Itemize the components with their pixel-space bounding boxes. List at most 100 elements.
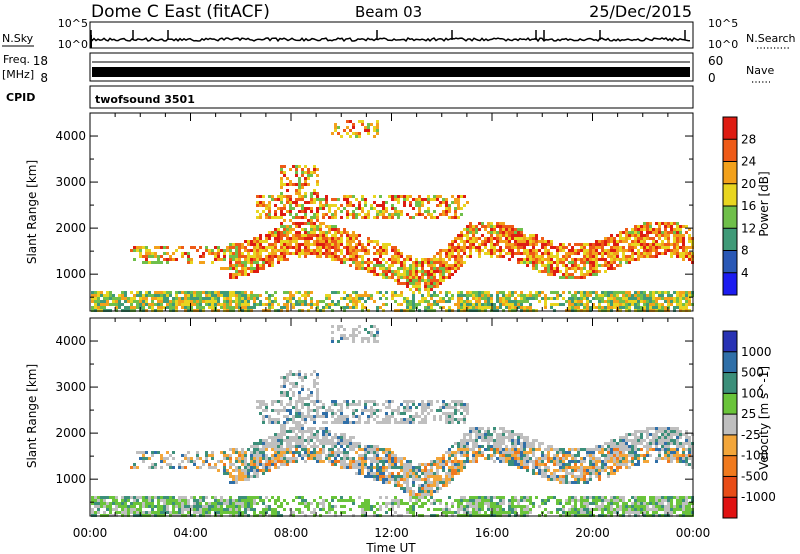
echo-cell bbox=[295, 231, 298, 234]
echo-cell bbox=[289, 445, 292, 448]
echo-cell bbox=[379, 475, 382, 478]
echo-cell bbox=[112, 508, 115, 511]
echo-cell bbox=[418, 288, 421, 291]
echo-cell bbox=[454, 451, 457, 454]
echo-cell bbox=[631, 255, 634, 258]
echo-cell bbox=[457, 261, 460, 264]
echo-cell bbox=[640, 243, 643, 246]
echo-cell bbox=[142, 505, 145, 508]
echo-cell bbox=[574, 297, 577, 300]
echo-cell bbox=[421, 279, 424, 282]
echo-cell bbox=[316, 394, 319, 397]
echo-cell bbox=[679, 303, 682, 306]
echo-cell bbox=[232, 481, 235, 484]
echo-cell bbox=[445, 421, 448, 424]
echo-cell bbox=[280, 400, 283, 403]
echo-cell bbox=[466, 231, 469, 234]
echo-cell bbox=[139, 300, 142, 303]
echo-cell bbox=[391, 508, 394, 511]
echo-cell bbox=[238, 261, 241, 264]
echo-cell bbox=[442, 463, 445, 466]
echo-cell bbox=[160, 246, 163, 249]
echo-cell bbox=[379, 255, 382, 258]
echo-cell bbox=[448, 511, 451, 514]
echo-cell bbox=[367, 216, 370, 219]
echo-cell bbox=[472, 427, 475, 430]
echo-cell bbox=[409, 216, 412, 219]
echo-cell bbox=[448, 406, 451, 409]
echo-cell bbox=[289, 246, 292, 249]
echo-cell bbox=[304, 451, 307, 454]
echo-cell bbox=[196, 291, 199, 294]
echo-cell bbox=[451, 406, 454, 409]
echo-cell bbox=[223, 306, 226, 309]
echo-cell bbox=[319, 406, 322, 409]
echo-cell bbox=[271, 442, 274, 445]
echo-cell bbox=[304, 228, 307, 231]
echo-cell bbox=[367, 508, 370, 511]
echo-cell bbox=[361, 210, 364, 213]
echo-cell bbox=[187, 258, 190, 261]
echo-cell bbox=[406, 418, 409, 421]
echo-cell bbox=[640, 291, 643, 294]
echo-cell bbox=[562, 297, 565, 300]
echo-cell bbox=[436, 198, 439, 201]
echo-cell bbox=[658, 234, 661, 237]
echo-cell bbox=[292, 427, 295, 430]
echo-cell bbox=[463, 460, 466, 463]
echo-cell bbox=[394, 246, 397, 249]
echo-cell bbox=[337, 460, 340, 463]
echo-cell bbox=[349, 460, 352, 463]
echo-cell bbox=[676, 234, 679, 237]
echo-cell bbox=[304, 502, 307, 505]
power-colorbar-label: Power [dB] bbox=[757, 171, 771, 236]
echo-cell bbox=[223, 466, 226, 469]
echo-cell bbox=[472, 225, 475, 228]
echo-cell bbox=[421, 406, 424, 409]
echo-cell bbox=[340, 403, 343, 406]
echo-cell bbox=[307, 406, 310, 409]
echo-cell bbox=[355, 258, 358, 261]
echo-cell bbox=[463, 415, 466, 418]
echo-cell bbox=[652, 243, 655, 246]
echo-cell bbox=[265, 237, 268, 240]
echo-cell bbox=[439, 466, 442, 469]
echo-cell bbox=[229, 261, 232, 264]
echo-cell bbox=[166, 463, 169, 466]
echo-cell bbox=[280, 424, 283, 427]
echo-cell bbox=[433, 460, 436, 463]
echo-cell bbox=[277, 460, 280, 463]
echo-cell bbox=[397, 475, 400, 478]
echo-cell bbox=[568, 300, 571, 303]
echo-cell bbox=[529, 249, 532, 252]
echo-cell bbox=[286, 300, 289, 303]
echo-cell bbox=[445, 270, 448, 273]
echo-cell bbox=[364, 511, 367, 514]
echo-cell bbox=[478, 451, 481, 454]
echo-cell bbox=[283, 430, 286, 433]
echo-cell bbox=[337, 451, 340, 454]
echo-cell bbox=[223, 508, 226, 511]
echo-cell bbox=[307, 508, 310, 511]
echo-cell bbox=[598, 252, 601, 255]
echo-cell bbox=[292, 451, 295, 454]
echo-cell bbox=[313, 243, 316, 246]
echo-cell bbox=[337, 448, 340, 451]
echo-cell bbox=[682, 234, 685, 237]
echo-cell bbox=[445, 472, 448, 475]
echo-cell bbox=[199, 502, 202, 505]
echo-cell bbox=[301, 168, 304, 171]
echo-cell bbox=[292, 252, 295, 255]
echo-cell bbox=[235, 276, 238, 279]
echo-cell bbox=[223, 258, 226, 261]
echo-cell bbox=[316, 451, 319, 454]
echo-cell bbox=[289, 436, 292, 439]
echo-cell bbox=[259, 303, 262, 306]
echo-cell bbox=[337, 418, 340, 421]
echo-cell bbox=[358, 472, 361, 475]
echo-cell bbox=[316, 249, 319, 252]
echo-cell bbox=[229, 303, 232, 306]
echo-cell bbox=[478, 454, 481, 457]
echo-cell bbox=[583, 297, 586, 300]
echo-cell bbox=[352, 123, 355, 126]
